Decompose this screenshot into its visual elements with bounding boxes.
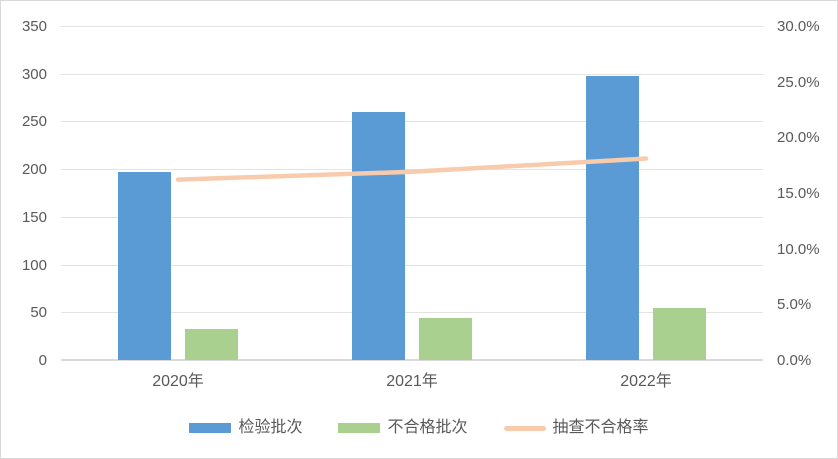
legend-label: 检验批次 (238, 419, 303, 436)
right-axis-tick-label: 10.0% (777, 241, 820, 258)
x-axis-label-2021年: 2021年 (386, 373, 438, 390)
gridline (61, 265, 763, 266)
legend: 检验批次 不合格批次 抽查不合格率 (1, 418, 837, 438)
gridline (61, 121, 763, 122)
left-axis-tick-label: 300 (21, 66, 47, 83)
left-axis-tick-label: 200 (21, 161, 47, 178)
left-axis-tick-label: 250 (21, 113, 47, 130)
legend-label: 不合格批次 (387, 419, 468, 436)
right-axis-tick-label: 5.0% (777, 296, 812, 313)
gridline (61, 169, 763, 170)
x-axis-line (61, 359, 763, 361)
bar-blue-2020年 (118, 172, 171, 360)
legend-bar-swatch (338, 423, 381, 433)
gridline (61, 217, 763, 218)
legend-bar-swatch (189, 423, 232, 433)
gridline (61, 312, 763, 313)
x-axis-label-2020年: 2020年 (152, 373, 204, 390)
rate-line (175, 156, 649, 182)
bar-green-2020年 (185, 329, 238, 360)
left-axis-tick-label: 100 (21, 257, 47, 274)
left-axis-tick-label: 0 (38, 352, 47, 369)
bar-green-2022年 (653, 308, 706, 360)
right-axis-tick-label: 15.0% (777, 185, 820, 202)
gridline (61, 74, 763, 75)
legend-line-swatch (503, 425, 546, 431)
left-axis-tick-label: 50 (30, 304, 47, 321)
right-axis-tick-label: 25.0% (777, 74, 820, 91)
legend-item-1: 检验批次 (189, 418, 302, 438)
legend-label: 抽查不合格率 (552, 419, 649, 436)
x-axis-label-2022年: 2022年 (620, 373, 672, 390)
bar-blue-2022年 (586, 76, 639, 360)
left-axis-tick-label: 150 (21, 209, 47, 226)
legend-item-2: 不合格批次 (338, 418, 468, 438)
right-axis-tick-label: 20.0% (777, 129, 820, 146)
right-axis-tick-label: 0.0% (777, 352, 812, 369)
right-axis-tick-label: 30.0% (777, 18, 820, 35)
legend-item-3: 抽查不合格率 (503, 418, 649, 438)
gridline (61, 26, 763, 27)
left-axis-tick-label: 350 (21, 18, 47, 35)
bar-blue-2021年 (352, 112, 405, 360)
bar-green-2021年 (419, 318, 472, 360)
